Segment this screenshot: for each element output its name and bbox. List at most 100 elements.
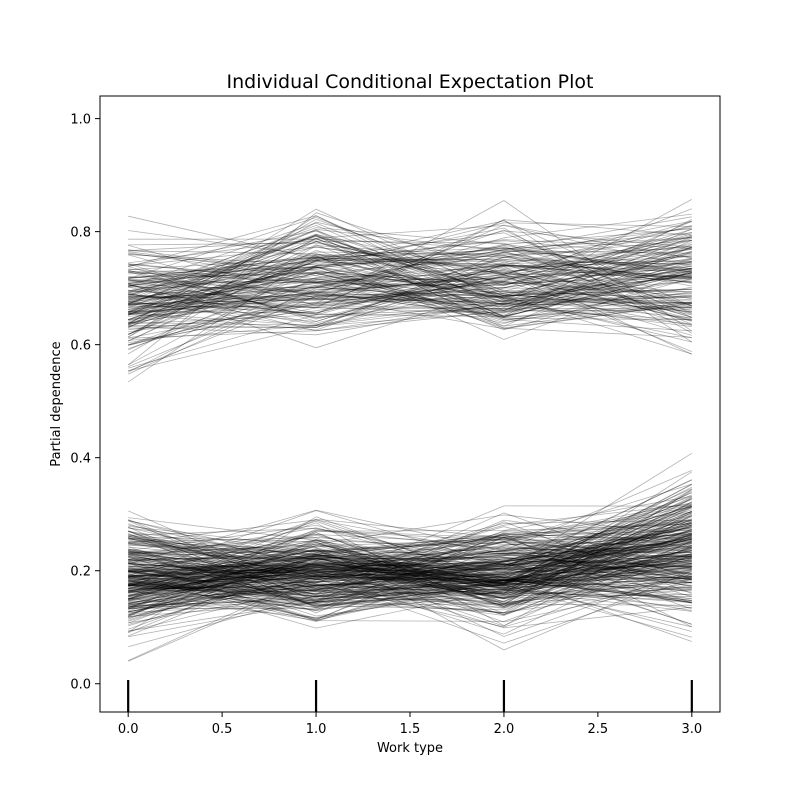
ice-line-lower — [128, 563, 692, 597]
ice-line-upper — [128, 251, 692, 301]
ice-line-lower — [128, 519, 692, 597]
ice-line-lower — [128, 531, 692, 589]
ice-line-lower — [128, 533, 692, 600]
ice-line-lower — [128, 565, 692, 618]
ice-line-upper — [128, 268, 692, 323]
ice-line-upper — [128, 272, 692, 321]
ice-line-lower — [128, 535, 692, 607]
ice-line-lower — [128, 539, 692, 617]
ice-line-lower — [128, 549, 692, 589]
ice-line-upper — [127, 253, 692, 383]
ice-line-lower — [128, 501, 692, 606]
ice-line-lower — [128, 549, 692, 578]
ice-line-upper — [128, 249, 692, 342]
ice-line-upper — [128, 265, 692, 319]
ice-line-lower — [128, 519, 692, 582]
ice-line-upper — [128, 272, 692, 310]
ice-line-lower — [128, 560, 692, 625]
ice-line-lower — [128, 519, 692, 610]
ice-line-upper — [128, 302, 692, 336]
ice-line-upper — [128, 279, 692, 327]
ice-line-lower — [128, 530, 692, 589]
ice-line-upper — [128, 227, 692, 316]
ice-line-lower — [128, 577, 692, 591]
ice-line-upper — [128, 244, 692, 299]
ice-line-upper — [128, 261, 692, 346]
ice-line-lower — [128, 566, 692, 598]
ice-line-lower — [128, 494, 692, 602]
ice-line-lower — [128, 549, 692, 614]
ice-line-lower — [128, 541, 692, 608]
ice-line-upper — [128, 257, 692, 280]
ice-line-upper — [128, 200, 693, 346]
ice-line-upper — [128, 220, 692, 305]
ice-line-upper — [128, 266, 692, 355]
ice-line-lower — [128, 515, 692, 614]
ice-line-lower — [128, 547, 692, 602]
x-axis-label: Work type — [377, 741, 443, 756]
ice-line-lower — [128, 521, 692, 617]
ice-line-lower — [128, 505, 692, 585]
ice-line-lower — [128, 554, 692, 596]
ice-line-upper — [128, 239, 692, 319]
ice-line-lower — [128, 560, 692, 621]
ice-line-upper — [128, 219, 692, 344]
ice-line-lower — [128, 471, 693, 594]
ice-line-lower — [128, 535, 692, 607]
ice-line-lower — [128, 580, 692, 632]
ice-line-lower — [128, 543, 692, 585]
ice-line-lower — [128, 566, 692, 591]
ice-lines — [127, 199, 693, 662]
ice-line-lower — [128, 566, 692, 611]
ice-line-lower — [128, 506, 692, 604]
ice-line-lower — [128, 550, 692, 591]
ice-line-lower — [128, 536, 692, 604]
ice-line-upper — [128, 309, 692, 339]
ice-line-upper — [128, 222, 692, 302]
ice-line-lower — [128, 527, 692, 604]
ice-line-lower — [128, 540, 692, 583]
ice-line-lower — [128, 547, 692, 582]
ice-line-upper — [128, 260, 692, 318]
ice-line-lower — [128, 511, 692, 611]
ice-line-lower — [128, 514, 693, 627]
ice-line-lower — [128, 507, 692, 572]
ice-line-lower — [128, 514, 692, 596]
ice-line-lower — [128, 517, 692, 609]
ice-line-upper — [128, 234, 692, 338]
ice-line-upper — [128, 227, 692, 294]
ice-line-upper — [128, 236, 692, 373]
ice-line-lower — [128, 520, 692, 578]
ice-line-upper — [128, 254, 692, 321]
ice-line-lower — [128, 558, 692, 615]
ice-line-lower — [128, 521, 692, 602]
ice-line-lower — [128, 506, 692, 619]
ice-line-lower — [128, 537, 692, 598]
ice-line-upper — [128, 294, 692, 346]
ice-line-lower — [128, 521, 692, 601]
ice-line-lower — [128, 552, 692, 578]
ice-line-upper — [128, 224, 692, 307]
ice-line-lower — [128, 534, 692, 600]
ice-line-lower — [128, 566, 692, 605]
ice-line-lower — [128, 544, 692, 611]
ice-line-lower — [128, 527, 692, 628]
ice-line-upper — [128, 242, 692, 277]
ice-line-lower — [128, 505, 692, 567]
ice-line-upper — [128, 237, 692, 338]
ice-line-upper — [128, 250, 692, 305]
ice-line-lower — [128, 519, 692, 590]
ice-line-lower — [128, 549, 692, 589]
ice-line-lower — [128, 561, 692, 597]
ice-line-lower — [128, 557, 692, 578]
ice-line-lower — [128, 534, 692, 612]
ice-line-upper — [127, 215, 692, 338]
ice-line-upper — [128, 236, 692, 349]
ice-line-lower — [128, 520, 692, 596]
ice-line-lower — [128, 538, 692, 586]
ice-line-lower — [128, 531, 692, 623]
x-tick-label: 0.0 — [118, 722, 139, 737]
ice-line-lower — [128, 522, 692, 552]
ice-line-upper — [128, 251, 692, 299]
ice-line-upper — [128, 265, 692, 321]
